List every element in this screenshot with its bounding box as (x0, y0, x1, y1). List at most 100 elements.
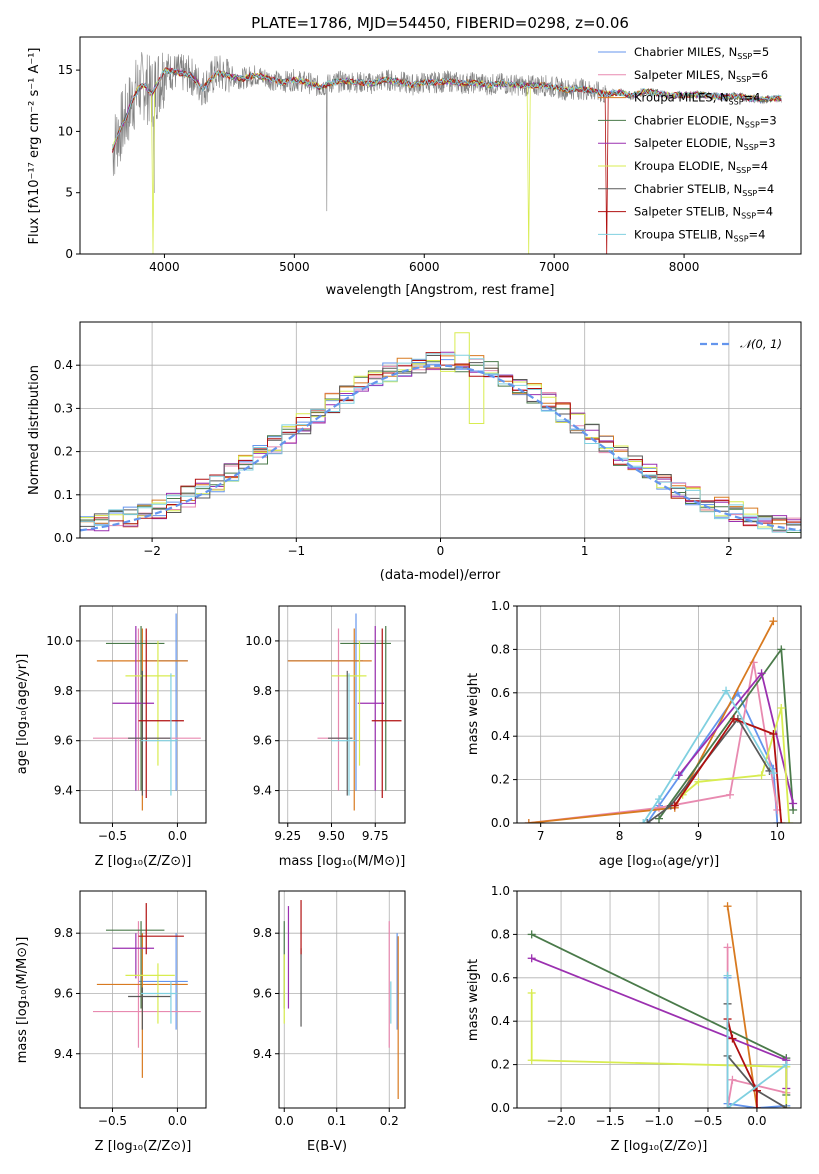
mass-weight-vs-Z-marker-1-2 (728, 1075, 737, 1084)
residuals-ylabel: Normed distribution (27, 365, 42, 495)
age-vs-Z-ytick-label-1: 9.6 (54, 734, 73, 748)
residuals-ytick-label-2: 0.2 (54, 445, 73, 459)
mass-vs-ebv-xtick-label-2: 0.2 (380, 1114, 399, 1128)
mass-weight-vs-age-marker-8-1 (655, 795, 663, 804)
mass-weight-vs-age-xtick-label-1: 8 (616, 829, 624, 843)
residuals-plot-area: −2 −1 0 1 2 0.0 0.1 0.2 0.3 0.4 𝒩(0, 1) (54, 321, 802, 558)
mass-vs-metallicity-ylabel: mass [log₁₀(M/M⊙)] (15, 937, 30, 1064)
mass-weight-vs-age-series-8 (642, 688, 775, 823)
mass-weight-vs-Z-xtick-label-4: 0.0 (747, 1114, 766, 1128)
mass-weight-vs-Z-ytick-label-5: 1.0 (491, 884, 510, 898)
spectrum-curves (112, 52, 782, 254)
mass-weight-vs-Z-series-2 (726, 906, 758, 1108)
mass-weight-vs-age-marker-8-0 (639, 819, 648, 823)
mass-weight-vs-age-marker-3-0 (655, 814, 663, 823)
mass-weight-vs-age-xtick-label-2: 9 (695, 829, 703, 843)
age-vs-mass-xtick-label-2: 9.75 (362, 829, 389, 843)
mass-weight-vs-age-marker-4-2 (789, 799, 798, 808)
mass-weight-vs-metallicity-ylabel: mass weight (466, 959, 481, 1041)
mass-weight-vs-Z-marker-5-1 (527, 1056, 536, 1065)
residuals-frame (79, 321, 802, 539)
mass-weight-vs-age-marker-5-4 (785, 819, 794, 823)
residuals-ytick-label-0: 0.0 (54, 531, 73, 545)
mass-weight-vs-age-xtick-label-3: 10 (770, 829, 785, 843)
mass-weight-vs-Z-ytick-label-4: 0.8 (491, 927, 510, 941)
age-vs-mass-ytick-label-3: 10.0 (245, 634, 272, 648)
spectrum-xtick-label-0: 4000 (149, 260, 180, 274)
age-vs-Z-frame (79, 605, 207, 824)
spectrum-legend-label-3: Chabrier ELODIE, NSSP=3 (634, 113, 777, 129)
age-vs-mass-errorbars (287, 613, 402, 811)
mass-weight-vs-age-marker-8-2 (722, 686, 731, 695)
age-vs-metallicity-ylabel: age [log₁₀(age/yr)] (15, 654, 30, 775)
mass-weight-vs-metallicity-xlabel: Z [log₁₀(Z/Z⊙)] (611, 1139, 708, 1154)
mass-vs-ebv-panel: 0.0 0.1 0.2 9.4 9.6 9.8 E(B-V) (253, 890, 406, 1154)
mass-weight-vs-Z-lines (527, 902, 791, 1108)
mass-weight-vs-Z-marker-8-2 (782, 1060, 791, 1069)
mass-weight-vs-age-marker-2-2 (769, 617, 778, 626)
age-vs-Z-errorbars (92, 613, 201, 811)
normal-legend-label: 𝒩(0, 1) (740, 337, 782, 351)
mass-vs-Z-ytick-label-2: 9.8 (54, 926, 73, 940)
residuals-ytick-label-4: 0.4 (54, 358, 73, 372)
spectrum-legend-label-1: Salpeter MILES, NSSP=6 (634, 68, 768, 84)
mass-weight-vs-age-marker-4-1 (757, 669, 766, 678)
mass-weight-vs-age-ytick-label-0: 0.0 (491, 816, 510, 830)
mass-weight-vs-Z-frame (516, 890, 802, 1109)
mass-weight-vs-Z-marker-2-0 (723, 902, 732, 911)
spectrum-legend: Chabrier MILES, NSSP=5 Salpeter MILES, NS… (598, 45, 777, 243)
mass-weight-vs-age-marker-7-0 (670, 801, 679, 810)
mass-vs-Z-ytick-label-1: 9.6 (54, 986, 73, 1000)
spectrum-model-line-8 (112, 68, 782, 149)
spectrum-xtick-label-1: 5000 (279, 260, 310, 274)
mass-weight-vs-Z-grid (517, 890, 801, 1109)
mass-vs-ebv-frame (278, 890, 406, 1109)
spectrum-xlabel: wavelength [Angstrom, rest frame] (326, 283, 555, 298)
residuals-xtick-label-4: 2 (725, 544, 733, 558)
age-vs-mass-xtick-label-0: 9.25 (274, 829, 301, 843)
mass-weight-vs-age-marker-8-3 (769, 769, 778, 778)
spectrum-plot-area: 4000 5000 6000 7000 8000 0 5 10 15 Chabrier MILES… (58, 36, 802, 274)
mass-weight-vs-age-marker-0-4 (773, 819, 782, 823)
residuals-ytick-label-3: 0.3 (54, 401, 73, 415)
age-vs-mass-panel: 9.25 9.50 9.75 9.4 9.6 9.8 10.0 mass [log₁₀(M/… (245, 605, 406, 869)
mass-weight-vs-Z-xtick-label-2: −1.0 (644, 1114, 673, 1128)
mass-weight-vs-age-ytick-label-4: 0.8 (491, 642, 510, 656)
mass-weight-vs-Z-marker-5-0 (527, 988, 536, 997)
mass-vs-metallicity-plot-area: −0.5 0.0 9.4 9.6 9.8 (54, 890, 207, 1128)
spectrum-legend-label-8: Kroupa STELIB, NSSP=4 (634, 227, 765, 243)
mass-vs-ebv-xtick-label-1: 0.1 (327, 1114, 346, 1128)
mass-vs-Z-grid (80, 891, 206, 1108)
mass-vs-Z-xtick-label-0: −0.5 (98, 1114, 127, 1128)
mass-weight-vs-age-panel: 7 8 9 10 0.0 0.2 0.4 0.6 0.8 1.0 age [log₁₀(age/y… (466, 599, 802, 869)
mass-vs-metallicity-panel: −0.5 0.0 9.4 9.6 9.8 Z [log₁₀(Z/Z⊙)] mass [l… (15, 890, 207, 1154)
mass-weight-vs-Z-ytick-label-0: 0.0 (491, 1101, 510, 1115)
mass-weight-vs-age-xtick-label-0: 7 (537, 829, 545, 843)
mass-weight-vs-age-ytick-label-5: 1.0 (491, 599, 510, 613)
age-vs-Z-ytick-label-0: 9.4 (54, 784, 73, 798)
mass-weight-vs-age-ytick-label-1: 0.2 (491, 773, 510, 787)
residuals-xtick-label-0: −2 (143, 544, 161, 558)
mass-weight-vs-age-marker-5-2 (757, 771, 766, 780)
mass-weight-vs-age-marker-1-2 (726, 790, 734, 799)
mass-weight-vs-age-marker-6-0 (643, 819, 652, 823)
mass-weight-vs-age-marker-1-1 (655, 803, 663, 812)
spectrum-legend-label-6: Chabrier STELIB, NSSP=4 (634, 182, 774, 198)
residuals-xtick-label-3: 1 (581, 544, 589, 558)
mass-vs-ebv-ytick-label-2: 9.8 (253, 926, 272, 940)
mass-weight-vs-Z-marker-3-0 (527, 930, 536, 939)
spectrum-ytick-label-0: 0 (65, 247, 73, 261)
mass-weight-vs-Z-xtick-label-1: −1.5 (595, 1114, 624, 1128)
mass-weight-vs-age-marker-7-3 (777, 819, 786, 823)
mass-weight-vs-age-marker-2-0 (524, 819, 533, 823)
mass-weight-vs-age-marker-4-0 (674, 771, 683, 780)
mass-vs-ebv-plot-area: 0.0 0.1 0.2 9.4 9.6 9.8 (253, 890, 406, 1128)
mass-weight-vs-Z-marker-8-0 (723, 971, 732, 980)
residuals-xtick-label-2: 0 (437, 544, 445, 558)
spectrum-title: PLATE=1786, MJD=54450, FIBERID=0298, z=0… (251, 14, 629, 32)
mass-weight-vs-Z-marker-7-1 (728, 1034, 737, 1043)
mass-vs-Z-frame (79, 890, 207, 1109)
mass-weight-vs-age-series-7 (674, 717, 783, 823)
mass-vs-Z-xtick-label-1: 0.0 (168, 1114, 187, 1128)
normal-distribution-curve (80, 364, 801, 532)
